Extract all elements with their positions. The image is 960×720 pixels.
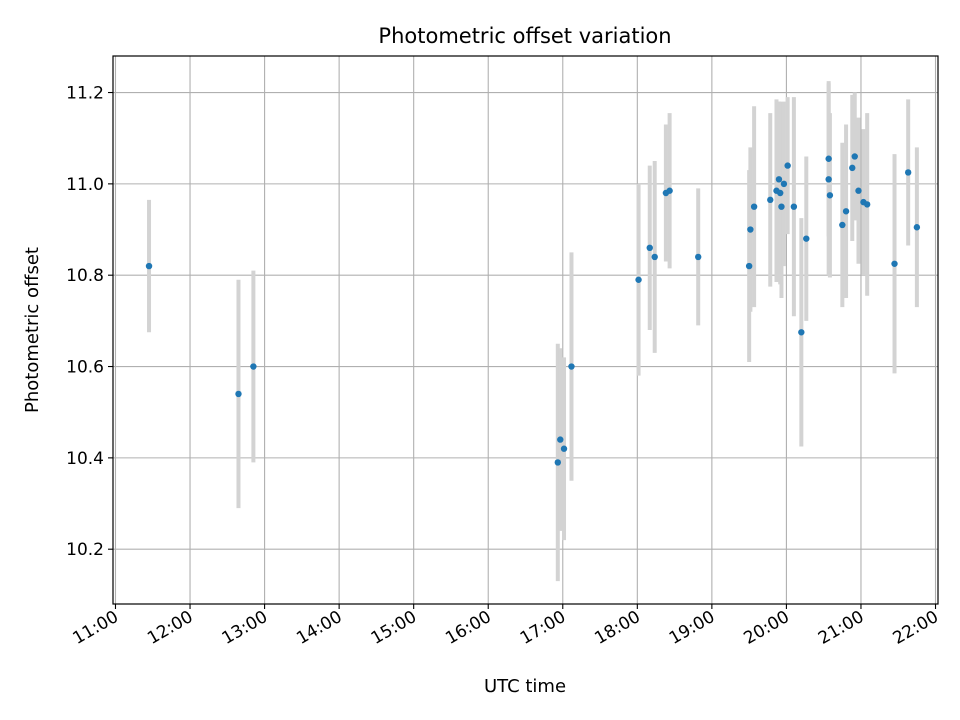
data-point: [695, 253, 702, 261]
data-point: [891, 260, 898, 267]
data-point: [635, 276, 642, 283]
data-point: [750, 203, 758, 210]
data-point: [826, 192, 834, 199]
data-point: [560, 445, 568, 452]
data-point: [851, 153, 858, 160]
y-axis: 10.2 10.4 10.6 10.8 11.0 11.2: [66, 84, 113, 560]
data-point: [775, 176, 783, 183]
y-tick-label: 11.0: [66, 175, 104, 195]
data-point: [863, 201, 871, 208]
data-point: [780, 180, 788, 188]
data-point: [235, 390, 242, 398]
data-point: [554, 459, 562, 466]
data-point: [825, 155, 832, 162]
data-point: [798, 329, 805, 336]
data-point: [745, 262, 753, 270]
data-point: [803, 235, 810, 242]
data-point: [839, 221, 846, 229]
data-point: [666, 187, 673, 194]
data-point: [842, 208, 850, 215]
data-point: [568, 363, 575, 370]
grid: [113, 56, 938, 604]
data-point: [651, 253, 658, 261]
data-point: [913, 224, 921, 231]
data-point: [825, 176, 832, 183]
data-point: [904, 169, 912, 176]
x-axis-label: UTC time: [484, 676, 566, 697]
data-point: [557, 436, 564, 443]
data-point: [767, 196, 774, 204]
data-point: [855, 187, 862, 194]
data-point: [250, 363, 257, 370]
data-points: [145, 153, 921, 466]
y-tick-label: 10.8: [66, 266, 104, 286]
y-tick-label: 10.6: [66, 358, 104, 378]
data-point: [849, 164, 856, 172]
y-axis-label: Photometric offset: [22, 247, 43, 413]
data-point: [646, 244, 653, 251]
y-tick-label: 10.2: [66, 540, 104, 560]
data-point: [790, 203, 798, 210]
data-point: [777, 189, 784, 197]
data-point: [784, 162, 791, 169]
chart-title: Photometric offset variation: [378, 24, 671, 48]
y-tick-label: 10.4: [66, 449, 104, 469]
data-point: [778, 203, 785, 210]
data-point: [747, 226, 754, 233]
plot-frame: [112, 55, 939, 605]
y-tick-label: 11.2: [66, 84, 104, 104]
data-point: [145, 262, 153, 270]
